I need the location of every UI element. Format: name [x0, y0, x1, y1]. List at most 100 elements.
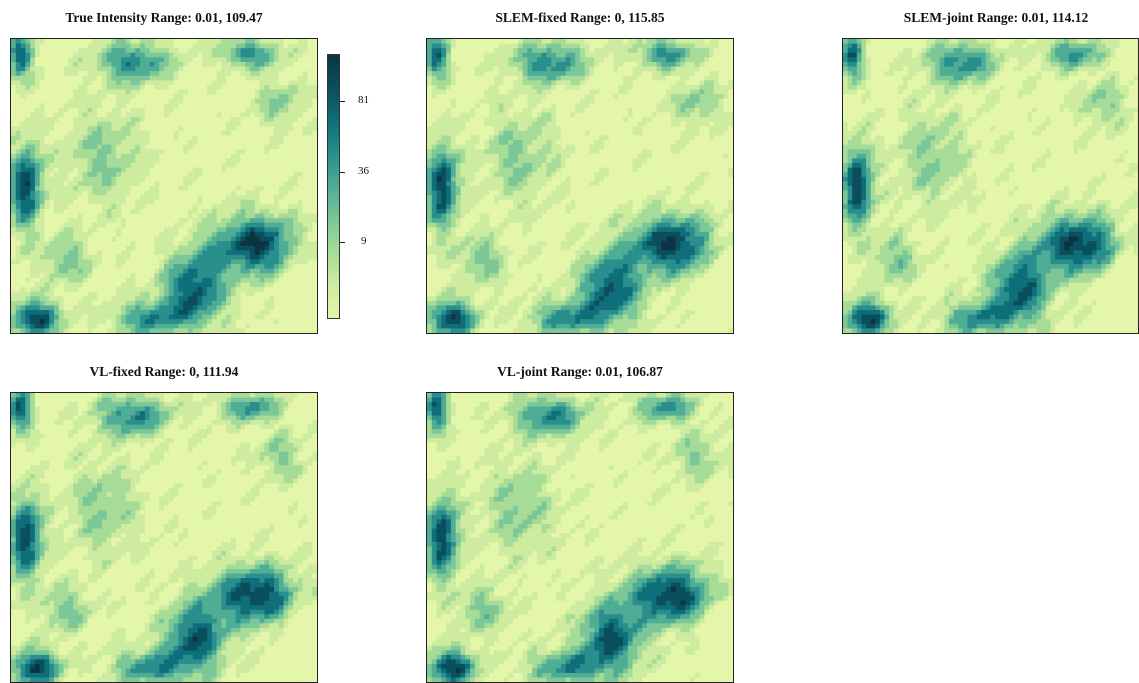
heatmap-cell [173, 264, 179, 270]
heatmap-cell [307, 227, 313, 233]
heatmap-cell [54, 199, 60, 205]
heatmap-cell [159, 277, 165, 283]
heatmap-cell [82, 149, 88, 155]
heatmap-cell [192, 195, 198, 201]
heatmap-cell [39, 135, 45, 141]
heatmap-cell [164, 199, 170, 205]
heatmap-cell [245, 126, 251, 132]
heatmap-cell [111, 314, 117, 320]
heatmap-cell [101, 135, 108, 141]
heatmap-cell [130, 61, 136, 68]
heatmap-cell [704, 66, 710, 72]
heatmap-cell [183, 121, 189, 127]
heatmap-cell [192, 61, 198, 68]
heatmap-cell [178, 39, 184, 45]
heatmap-cell [297, 39, 304, 45]
heatmap-cell [125, 218, 132, 224]
heatmap-cell [278, 94, 285, 100]
heatmap-cell [226, 300, 232, 306]
heatmap-cell [168, 245, 175, 251]
heatmap-cell [216, 245, 222, 251]
heatmap-cell [226, 39, 232, 45]
heatmap-cell [135, 236, 141, 242]
heatmap-cell [302, 268, 308, 274]
heatmap-cell [278, 296, 285, 302]
heatmap-cell [312, 39, 317, 45]
heatmap-cell [173, 213, 179, 219]
heatmap-cell [508, 80, 514, 86]
heatmap-cell [125, 273, 132, 279]
heatmap-cell [125, 227, 132, 233]
heatmap-cell [135, 126, 141, 132]
heatmap-cell [235, 117, 241, 123]
heatmap-cell [685, 48, 691, 54]
heatmap-cell [221, 310, 227, 316]
heatmap-cell [11, 222, 17, 228]
heatmap-cell [661, 80, 667, 86]
heatmap-cell [106, 328, 112, 333]
heatmap-cell [34, 153, 41, 159]
heatmap-cell [230, 144, 237, 150]
heatmap-cell [58, 291, 65, 297]
heatmap-cell [269, 218, 275, 224]
heatmap-cell [627, 52, 634, 58]
heatmap-cell [58, 227, 65, 233]
heatmap-cell [164, 103, 170, 109]
heatmap-cell [470, 61, 476, 68]
heatmap-cell [15, 98, 22, 104]
heatmap-cell [97, 89, 103, 95]
heatmap-cell [278, 310, 285, 316]
heatmap-cell [245, 300, 251, 306]
heatmap-cell [82, 126, 88, 132]
heatmap-cell [168, 84, 175, 90]
heatmap-cell [159, 94, 165, 100]
heatmap-cell [269, 296, 275, 302]
heatmap-cell [269, 323, 275, 329]
heatmap-cell [541, 94, 548, 100]
heatmap-cell [192, 231, 198, 237]
heatmap-cell [230, 140, 237, 146]
heatmap-cell [168, 52, 175, 58]
heatmap-cell [82, 75, 88, 81]
heatmap-cell [87, 140, 93, 146]
heatmap-cell [168, 176, 175, 182]
heatmap-cell [259, 323, 265, 329]
heatmap-cell [25, 245, 31, 251]
heatmap-cell [240, 195, 246, 201]
heatmap-cell [130, 287, 136, 293]
heatmap-cell [297, 52, 304, 58]
heatmap-cell [101, 208, 108, 215]
heatmap-cell [49, 273, 55, 279]
heatmap-cell [680, 89, 686, 95]
heatmap-cell [202, 250, 208, 256]
heatmap-cell [39, 291, 45, 297]
heatmap-cell [173, 282, 179, 288]
heatmap-cell [522, 75, 528, 81]
heatmap-cell [25, 163, 31, 169]
heatmap-cell [44, 305, 50, 311]
heatmap-cell [34, 121, 41, 127]
heatmap-cell [264, 259, 270, 265]
heatmap-cell [183, 144, 189, 150]
heatmap-cell [149, 218, 155, 224]
heatmap-cell [63, 75, 69, 81]
heatmap-cell [226, 43, 232, 49]
heatmap-cell [154, 117, 160, 123]
heatmap-cell [273, 241, 280, 247]
heatmap-cell [187, 241, 194, 247]
heatmap-cell [680, 94, 686, 100]
heatmap-cell [140, 144, 146, 150]
heatmap-cell [120, 117, 127, 123]
heatmap-cell [168, 98, 175, 104]
heatmap-cell [245, 273, 251, 279]
heatmap-cell [226, 208, 232, 215]
heatmap-cell [178, 84, 184, 90]
heatmap-cell [273, 167, 280, 173]
heatmap-cell [541, 61, 548, 68]
heatmap-cell [240, 52, 246, 58]
heatmap-cell [627, 80, 634, 86]
heatmap-cell [427, 75, 433, 81]
heatmap-cell [116, 135, 122, 141]
heatmap-cell [44, 149, 50, 155]
heatmap-cell [106, 140, 112, 146]
